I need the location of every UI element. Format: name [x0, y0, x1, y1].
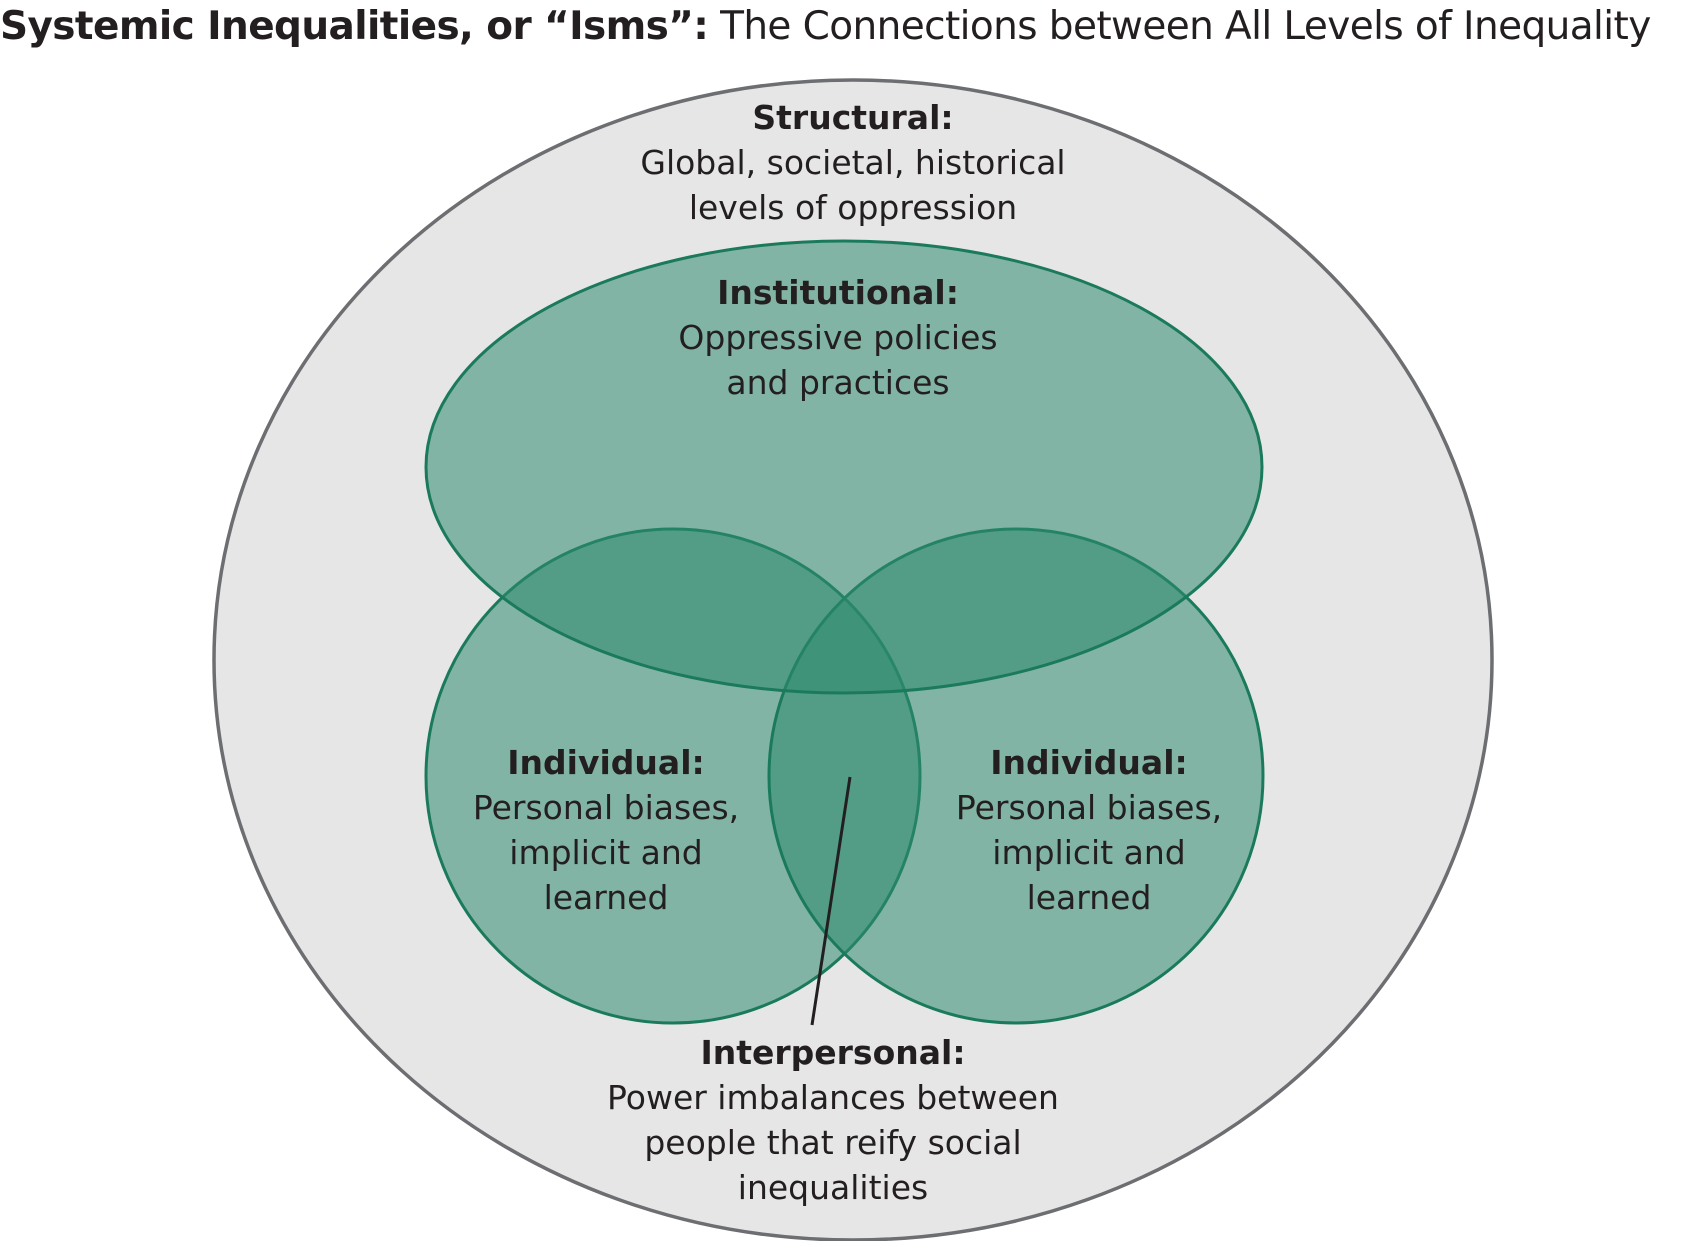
individual-left-line-2: implicit and: [509, 833, 703, 872]
individual-right-heading: Individual:: [990, 743, 1188, 782]
figure-title-rest: The Connections between All Levels of In…: [708, 4, 1651, 49]
institutional-label: Institutional: Oppressive policies and p…: [588, 270, 1088, 405]
structural-line-1: Global, societal, historical: [640, 143, 1066, 182]
structural-label: Structural: Global, societal, historical…: [553, 95, 1153, 230]
institutional-heading: Institutional:: [717, 273, 959, 312]
individual-right-line-2: implicit and: [992, 833, 1186, 872]
institutional-line-1: Oppressive policies: [678, 318, 998, 357]
individual-left-label: Individual: Personal biases, implicit an…: [426, 740, 786, 920]
individual-left-line-3: learned: [543, 878, 669, 917]
figure-title: Systemic Inequalities, or “Isms”: The Co…: [0, 4, 1708, 50]
interpersonal-leader-line: [810, 776, 852, 1026]
individual-left-line-1: Personal biases,: [472, 788, 740, 827]
individual-right-line-1: Personal biases,: [955, 788, 1223, 827]
interpersonal-heading: Interpersonal:: [700, 1033, 966, 1072]
interpersonal-line-3: inequalities: [737, 1168, 929, 1207]
individual-right-line-3: learned: [1026, 878, 1152, 917]
interpersonal-label: Interpersonal: Power imbalances between …: [548, 1030, 1118, 1210]
interpersonal-line-2: people that reify social: [644, 1123, 1022, 1162]
structural-heading: Structural:: [752, 98, 954, 137]
figure-title-bold: Systemic Inequalities, or “Isms”:: [0, 4, 709, 49]
interpersonal-line-1: Power imbalances between: [607, 1078, 1059, 1117]
institutional-line-2: and practices: [726, 363, 950, 402]
structural-line-2: levels of oppression: [688, 188, 1018, 227]
institutional-ellipse: [424, 239, 1264, 695]
individual-right-label: Individual: Personal biases, implicit an…: [909, 740, 1269, 920]
individual-left-heading: Individual:: [507, 743, 705, 782]
